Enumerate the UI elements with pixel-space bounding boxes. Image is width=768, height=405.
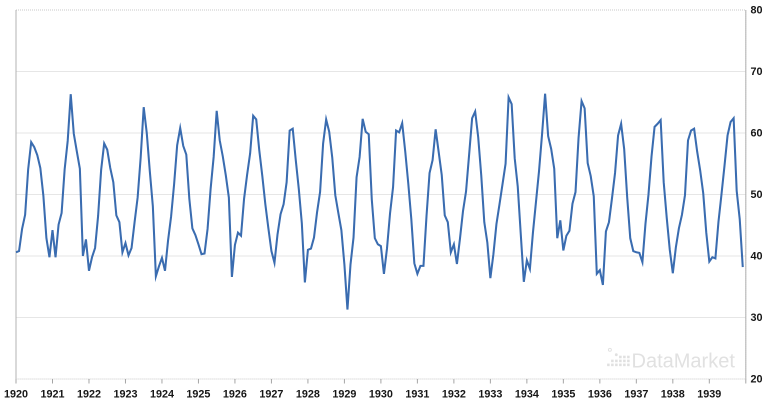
- svg-text:DataMarket: DataMarket: [632, 351, 736, 373]
- svg-text:1935: 1935: [551, 389, 575, 401]
- svg-text:1926: 1926: [223, 389, 247, 401]
- svg-text:1925: 1925: [186, 389, 210, 401]
- svg-text:1927: 1927: [259, 389, 283, 401]
- svg-text:1920: 1920: [4, 389, 28, 401]
- svg-text:1924: 1924: [150, 389, 174, 401]
- svg-text:70: 70: [751, 66, 763, 78]
- svg-text:1934: 1934: [515, 389, 539, 401]
- svg-text:1921: 1921: [40, 389, 64, 401]
- svg-text:1939: 1939: [697, 389, 721, 401]
- svg-text:80: 80: [751, 5, 763, 17]
- svg-text:1929: 1929: [332, 389, 356, 401]
- svg-text:1932: 1932: [442, 389, 466, 401]
- svg-text:50: 50: [751, 189, 763, 201]
- svg-text:1928: 1928: [296, 389, 320, 401]
- svg-text:1938: 1938: [661, 389, 685, 401]
- svg-text:1930: 1930: [369, 389, 393, 401]
- svg-text:1933: 1933: [478, 389, 502, 401]
- svg-text:1936: 1936: [588, 389, 612, 401]
- svg-text:40: 40: [751, 251, 763, 263]
- svg-text:1922: 1922: [77, 389, 101, 401]
- svg-text:1937: 1937: [624, 389, 648, 401]
- svg-text:30: 30: [751, 312, 763, 324]
- svg-text:1923: 1923: [113, 389, 137, 401]
- svg-text:20: 20: [751, 374, 763, 386]
- svg-text:60: 60: [751, 128, 763, 140]
- svg-text:1931: 1931: [405, 389, 429, 401]
